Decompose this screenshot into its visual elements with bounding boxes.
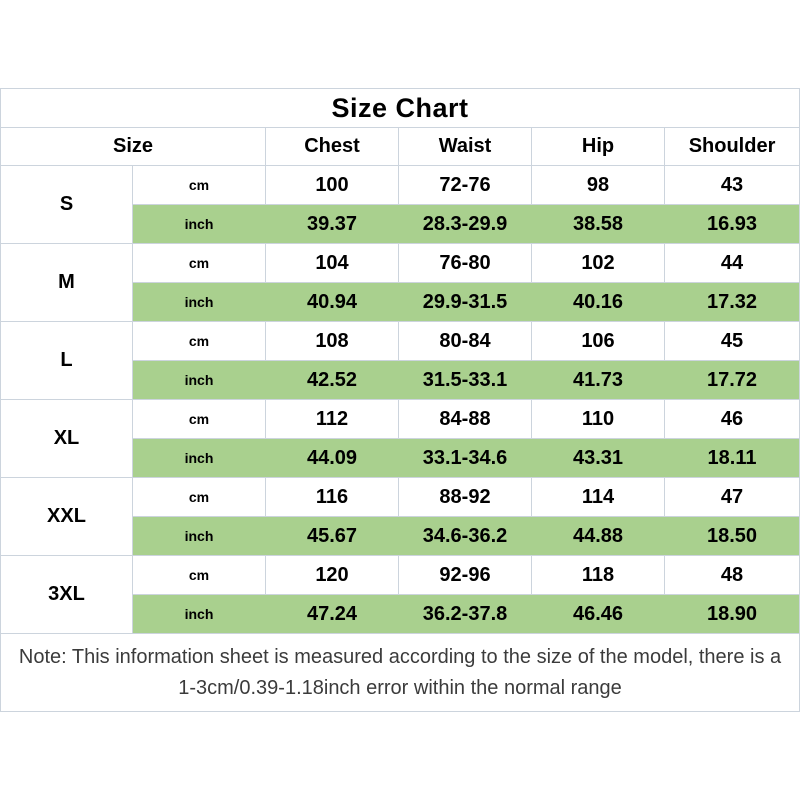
col-header-size: Size	[0, 127, 266, 166]
inch-value: 17.32	[663, 282, 800, 322]
cm-value: 46	[663, 399, 800, 439]
inch-value: 18.90	[663, 594, 800, 634]
inch-value: 46.46	[531, 594, 665, 634]
cm-value: 116	[265, 477, 399, 517]
cm-value: 102	[531, 243, 665, 283]
cm-value: 84-88	[398, 399, 532, 439]
inch-value: 18.11	[663, 438, 800, 478]
size-label: M	[0, 243, 133, 322]
inch-value: 33.1-34.6	[398, 438, 532, 478]
unit-cm-label: cm	[132, 165, 266, 205]
size-row-inch: inch 39.37 28.3-29.9 38.58 16.93	[1, 204, 800, 244]
inch-value: 34.6-36.2	[398, 516, 532, 556]
unit-inch-label: inch	[132, 204, 266, 244]
size-label: S	[0, 165, 133, 244]
inch-value: 44.09	[265, 438, 399, 478]
cm-value: 114	[531, 477, 665, 517]
inch-value: 29.9-31.5	[398, 282, 532, 322]
size-chart-table: Size Chart Size Chest Waist Hip Shoulder…	[0, 88, 800, 712]
unit-cm-label: cm	[132, 321, 266, 361]
measurement-note: Note: This information sheet is measured…	[0, 633, 800, 712]
cm-value: 108	[265, 321, 399, 361]
inch-value: 45.67	[265, 516, 399, 556]
size-row-cm: XXL cm 116 88-92 114 47	[0, 477, 800, 556]
inch-value: 40.94	[265, 282, 399, 322]
size-row-cm: XL cm 112 84-88 110 46	[0, 399, 800, 478]
cm-value: 106	[531, 321, 665, 361]
size-row-cm: 3XL cm 120 92-96 118 48	[0, 555, 800, 634]
cm-value: 44	[663, 243, 800, 283]
size-label: L	[0, 321, 133, 400]
unit-inch-label: inch	[132, 594, 266, 634]
cm-value: 88-92	[398, 477, 532, 517]
inch-value: 40.16	[531, 282, 665, 322]
col-header-shoulder: Shoulder	[663, 127, 800, 166]
unit-inch-label: inch	[132, 360, 266, 400]
cm-value: 118	[531, 555, 665, 595]
size-label: XXL	[0, 477, 133, 556]
inch-value: 31.5-33.1	[398, 360, 532, 400]
inch-value: 17.72	[663, 360, 800, 400]
cm-value: 45	[663, 321, 800, 361]
cm-value: 120	[265, 555, 399, 595]
cm-value: 100	[265, 165, 399, 205]
cm-value: 47	[663, 477, 800, 517]
size-row-inch: inch 45.67 34.6-36.2 44.88 18.50	[1, 516, 800, 556]
unit-cm-label: cm	[132, 243, 266, 283]
inch-value: 16.93	[663, 204, 800, 244]
cm-value: 80-84	[398, 321, 532, 361]
inch-value: 39.37	[265, 204, 399, 244]
inch-value: 43.31	[531, 438, 665, 478]
cm-value: 92-96	[398, 555, 532, 595]
cm-value: 72-76	[398, 165, 532, 205]
inch-value: 41.73	[531, 360, 665, 400]
col-header-waist: Waist	[398, 127, 532, 166]
size-row-inch: inch 44.09 33.1-34.6 43.31 18.11	[1, 438, 800, 478]
page-title: Size Chart	[0, 88, 800, 128]
col-header-chest: Chest	[265, 127, 399, 166]
header-row: Size Chest Waist Hip Shoulder	[0, 127, 800, 166]
size-row-inch: inch 47.24 36.2-37.8 46.46 18.90	[1, 594, 800, 634]
inch-value: 44.88	[531, 516, 665, 556]
inch-value: 18.50	[663, 516, 800, 556]
cm-value: 98	[531, 165, 665, 205]
unit-cm-label: cm	[132, 555, 266, 595]
inch-value: 47.24	[265, 594, 399, 634]
title-row: Size Chart	[0, 88, 800, 128]
size-row-inch: inch 42.52 31.5-33.1 41.73 17.72	[1, 360, 800, 400]
unit-cm-label: cm	[132, 477, 266, 517]
unit-inch-label: inch	[132, 438, 266, 478]
size-row-inch: inch 40.94 29.9-31.5 40.16 17.32	[1, 282, 800, 322]
unit-inch-label: inch	[132, 282, 266, 322]
inch-value: 38.58	[531, 204, 665, 244]
inch-value: 28.3-29.9	[398, 204, 532, 244]
inch-value: 36.2-37.8	[398, 594, 532, 634]
size-label: XL	[0, 399, 133, 478]
unit-inch-label: inch	[132, 516, 266, 556]
cm-value: 43	[663, 165, 800, 205]
cm-value: 76-80	[398, 243, 532, 283]
size-label: 3XL	[0, 555, 133, 634]
inch-value: 42.52	[265, 360, 399, 400]
cm-value: 104	[265, 243, 399, 283]
unit-cm-label: cm	[132, 399, 266, 439]
cm-value: 110	[531, 399, 665, 439]
col-header-hip: Hip	[531, 127, 665, 166]
cm-value: 112	[265, 399, 399, 439]
cm-value: 48	[663, 555, 800, 595]
note-row: Note: This information sheet is measured…	[0, 633, 800, 712]
